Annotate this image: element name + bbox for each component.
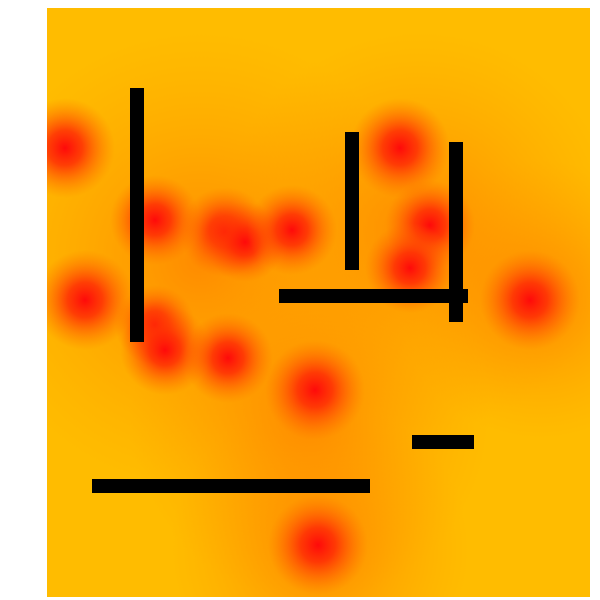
hotspot [350, 98, 450, 198]
wall [345, 132, 359, 270]
hotspot [47, 250, 135, 350]
wall [412, 435, 474, 449]
hotspot [268, 495, 368, 595]
wall [449, 142, 463, 322]
hotspot [265, 340, 365, 440]
wall [279, 289, 468, 303]
hotspot [47, 98, 115, 198]
wall [92, 479, 370, 493]
hotspot [480, 250, 580, 350]
hotspot [183, 313, 273, 403]
walls [92, 88, 474, 493]
hotspot [247, 185, 337, 275]
wall [130, 88, 144, 342]
signal-field [47, 8, 590, 597]
